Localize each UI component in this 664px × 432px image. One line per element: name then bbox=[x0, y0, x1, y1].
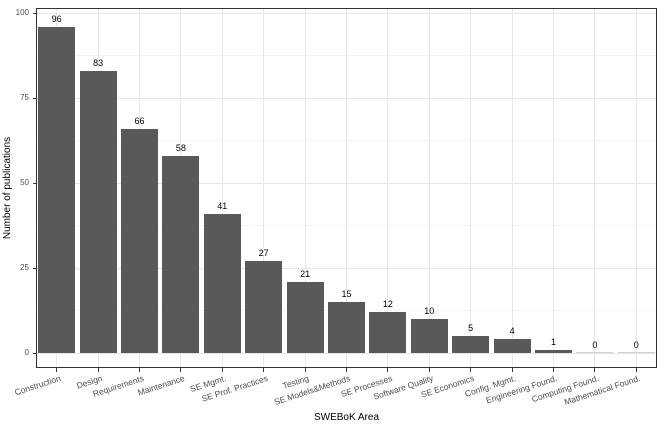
x-tick-mark bbox=[139, 368, 140, 372]
bar-value-label-1: 83 bbox=[93, 57, 104, 68]
y-tick-mark bbox=[32, 12, 36, 14]
bar-4 bbox=[203, 213, 241, 353]
bar-9 bbox=[410, 319, 448, 353]
bar-value-label-2: 66 bbox=[134, 115, 145, 126]
y-tick-mark bbox=[32, 352, 36, 354]
x-tick-label-0: Construction bbox=[13, 373, 62, 398]
x-tick-mark bbox=[635, 368, 637, 372]
y-tick-label-0: 0 bbox=[24, 348, 29, 357]
bar-3 bbox=[162, 155, 200, 353]
x-tick-mark bbox=[387, 368, 389, 372]
bar-value-label-0: 96 bbox=[51, 13, 62, 24]
y-tick-label-75: 75 bbox=[20, 93, 29, 102]
bar-5 bbox=[245, 261, 283, 353]
bar-value-label-9: 10 bbox=[424, 306, 435, 316]
x-tick-label-3: Maintenance bbox=[136, 373, 186, 398]
x-tick-mark bbox=[56, 368, 58, 372]
x-tick-mark bbox=[553, 368, 554, 372]
bar-7 bbox=[328, 302, 365, 353]
bar-value-label-8: 12 bbox=[382, 299, 393, 310]
bar-14 bbox=[617, 352, 655, 353]
bar-value-label-14: 0 bbox=[633, 340, 639, 350]
bar-13 bbox=[576, 352, 614, 353]
bar-value-label-4: 41 bbox=[217, 200, 228, 211]
gridline-major-v bbox=[553, 8, 554, 368]
x-tick-mark bbox=[304, 368, 306, 372]
bar-value-label-11: 4 bbox=[509, 326, 515, 337]
gridline-major-v bbox=[470, 8, 472, 368]
gridline-major-v bbox=[304, 8, 306, 368]
bar-0 bbox=[38, 26, 76, 353]
gridline-major-v bbox=[387, 8, 389, 368]
bar-value-label-6: 21 bbox=[300, 268, 311, 279]
bar-11 bbox=[493, 339, 531, 353]
bar-value-label-7: 15 bbox=[341, 289, 352, 299]
y-tick-mark bbox=[32, 182, 36, 184]
gridline-major-v bbox=[346, 8, 347, 368]
bar-value-label-12: 1 bbox=[550, 336, 556, 347]
x-tick-mark bbox=[180, 368, 182, 372]
x-tick-mark bbox=[470, 368, 472, 372]
gridline-major-v bbox=[428, 8, 430, 368]
bar-8 bbox=[369, 312, 407, 353]
gridline-major-v bbox=[635, 8, 637, 368]
gridline-major-v bbox=[263, 8, 265, 368]
y-tick-label-25: 25 bbox=[20, 263, 29, 272]
x-axis-title: SWEBoK Area bbox=[313, 412, 380, 423]
x-tick-mark bbox=[346, 368, 347, 372]
x-tick-mark bbox=[263, 368, 265, 372]
bar-1 bbox=[79, 70, 117, 353]
bar-value-label-3: 58 bbox=[175, 142, 186, 153]
x-tick-mark bbox=[594, 368, 596, 372]
x-tick-mark bbox=[97, 368, 99, 372]
y-axis-title: Number of publications bbox=[2, 136, 13, 240]
bar-value-label-5: 27 bbox=[258, 248, 269, 259]
y-tick-mark bbox=[32, 97, 36, 99]
x-tick-mark bbox=[511, 368, 513, 372]
y-tick-mark bbox=[32, 267, 36, 269]
bar-6 bbox=[286, 281, 324, 353]
gridline-major-v bbox=[594, 8, 596, 368]
gridline-major-v bbox=[511, 8, 513, 368]
x-tick-mark bbox=[428, 368, 430, 372]
y-tick-label-100: 100 bbox=[15, 8, 29, 17]
gridline-major-v bbox=[221, 8, 223, 368]
bar-2 bbox=[121, 128, 158, 353]
bar-10 bbox=[452, 336, 490, 353]
bar-12 bbox=[535, 349, 572, 353]
y-tick-label-50: 50 bbox=[20, 178, 29, 187]
bar-value-label-13: 0 bbox=[592, 340, 598, 350]
x-tick-mark bbox=[221, 368, 223, 372]
bar-value-label-10: 5 bbox=[468, 323, 474, 333]
